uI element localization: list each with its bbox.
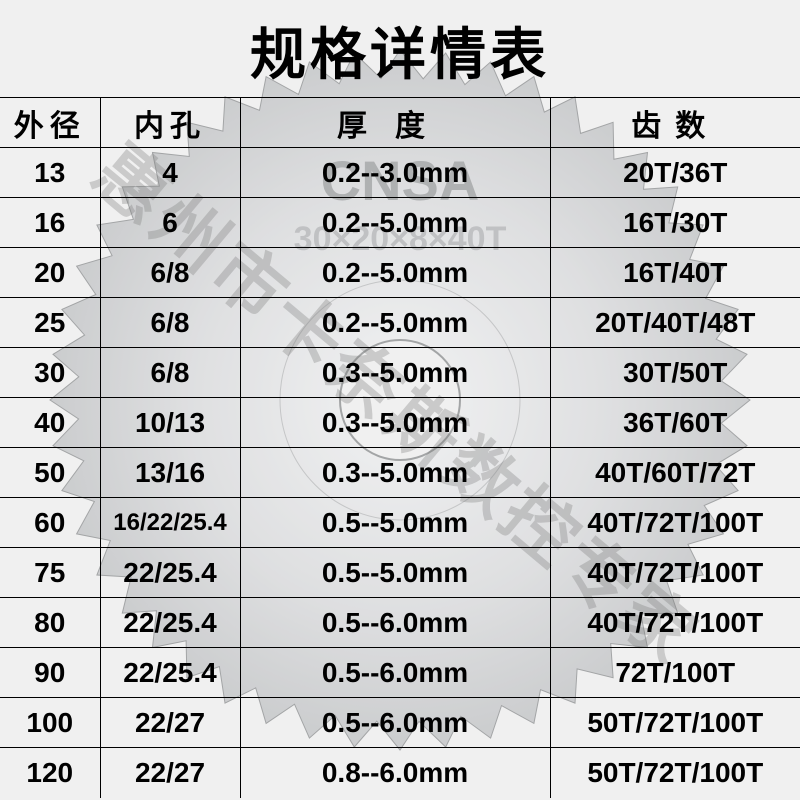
cell-bore: 22/27 [100, 748, 240, 798]
cell-thick: 0.5--6.0mm [240, 598, 550, 648]
cell-od: 80 [0, 598, 100, 648]
col-header-bore: 内孔 [100, 98, 240, 148]
spec-table: 外径 内孔 厚度 齿数 1340.2--3.0mm20T/36T1660.2--… [0, 97, 800, 798]
cell-od: 90 [0, 648, 100, 698]
cell-od: 75 [0, 548, 100, 598]
cell-teeth: 20T/36T [550, 148, 800, 198]
cell-teeth: 16T/30T [550, 198, 800, 248]
cell-bore: 6/8 [100, 248, 240, 298]
cell-teeth: 50T/72T/100T [550, 748, 800, 798]
table-row: 6016/22/25.40.5--5.0mm40T/72T/100T [0, 498, 800, 548]
col-header-teeth: 齿数 [550, 98, 800, 148]
cell-od: 100 [0, 698, 100, 748]
cell-thick: 0.5--5.0mm [240, 498, 550, 548]
cell-teeth: 40T/72T/100T [550, 548, 800, 598]
cell-od: 60 [0, 498, 100, 548]
table-row: 8022/25.40.5--6.0mm40T/72T/100T [0, 598, 800, 648]
cell-od: 20 [0, 248, 100, 298]
col-header-od: 外径 [0, 98, 100, 148]
cell-od: 30 [0, 348, 100, 398]
cell-thick: 0.5--6.0mm [240, 698, 550, 748]
cell-bore: 22/25.4 [100, 598, 240, 648]
cell-bore: 4 [100, 148, 240, 198]
cell-thick: 0.2--5.0mm [240, 298, 550, 348]
cell-bore: 22/27 [100, 698, 240, 748]
cell-teeth: 36T/60T [550, 398, 800, 448]
page-title: 规格详情表 [0, 0, 800, 97]
table-row: 256/80.2--5.0mm20T/40T/48T [0, 298, 800, 348]
col-header-thick: 厚度 [240, 98, 550, 148]
table-row: 12022/270.8--6.0mm50T/72T/100T [0, 748, 800, 798]
table-header-row: 外径 内孔 厚度 齿数 [0, 98, 800, 148]
table-row: 1340.2--3.0mm20T/36T [0, 148, 800, 198]
cell-teeth: 40T/72T/100T [550, 598, 800, 648]
cell-bore: 22/25.4 [100, 648, 240, 698]
cell-bore: 22/25.4 [100, 548, 240, 598]
cell-od: 13 [0, 148, 100, 198]
cell-thick: 0.5--5.0mm [240, 548, 550, 598]
table-row: 10022/270.5--6.0mm50T/72T/100T [0, 698, 800, 748]
cell-bore: 6 [100, 198, 240, 248]
cell-bore: 6/8 [100, 348, 240, 398]
cell-teeth: 40T/72T/100T [550, 498, 800, 548]
cell-bore: 16/22/25.4 [100, 498, 240, 548]
table-row: 7522/25.40.5--5.0mm40T/72T/100T [0, 548, 800, 598]
cell-bore: 13/16 [100, 448, 240, 498]
table-row: 5013/160.3--5.0mm40T/60T/72T [0, 448, 800, 498]
table-row: 9022/25.40.5--6.0mm72T/100T [0, 648, 800, 698]
cell-thick: 0.8--6.0mm [240, 748, 550, 798]
cell-teeth: 72T/100T [550, 648, 800, 698]
cell-od: 25 [0, 298, 100, 348]
cell-bore: 10/13 [100, 398, 240, 448]
cell-od: 50 [0, 448, 100, 498]
cell-teeth: 30T/50T [550, 348, 800, 398]
cell-thick: 0.2--5.0mm [240, 198, 550, 248]
cell-teeth: 50T/72T/100T [550, 698, 800, 748]
cell-teeth: 16T/40T [550, 248, 800, 298]
cell-thick: 0.2--3.0mm [240, 148, 550, 198]
cell-thick: 0.2--5.0mm [240, 248, 550, 298]
table-row: 306/80.3--5.0mm30T/50T [0, 348, 800, 398]
table-row: 206/80.2--5.0mm16T/40T [0, 248, 800, 298]
cell-od: 120 [0, 748, 100, 798]
cell-teeth: 40T/60T/72T [550, 448, 800, 498]
cell-thick: 0.3--5.0mm [240, 348, 550, 398]
table-row: 1660.2--5.0mm16T/30T [0, 198, 800, 248]
cell-teeth: 20T/40T/48T [550, 298, 800, 348]
table-row: 4010/130.3--5.0mm36T/60T [0, 398, 800, 448]
cell-thick: 0.3--5.0mm [240, 398, 550, 448]
cell-od: 40 [0, 398, 100, 448]
cell-thick: 0.5--6.0mm [240, 648, 550, 698]
cell-thick: 0.3--5.0mm [240, 448, 550, 498]
cell-od: 16 [0, 198, 100, 248]
cell-bore: 6/8 [100, 298, 240, 348]
